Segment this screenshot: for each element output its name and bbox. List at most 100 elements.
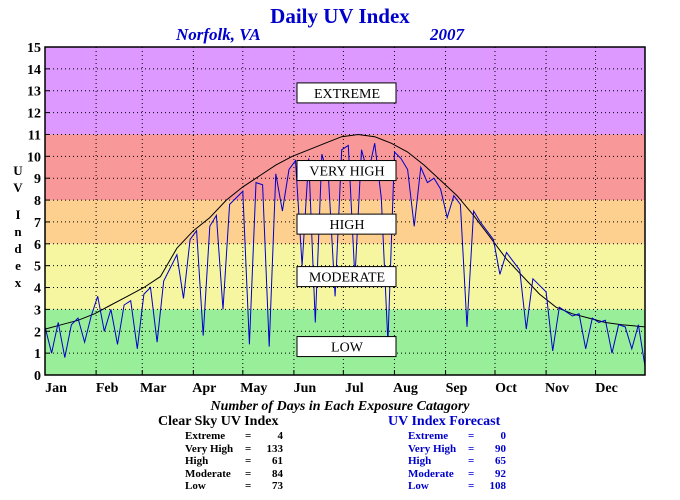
summary-row: Very High = 133	[185, 443, 283, 456]
summary-row: Low = 108	[408, 480, 506, 493]
x-tick-label: Apr	[192, 381, 216, 396]
y-tick-label: 4	[34, 282, 41, 297]
x-tick-label: Aug	[393, 381, 418, 396]
summary-row-value: 92	[495, 467, 506, 480]
summary-row: High = 65	[408, 455, 506, 468]
y-tick-label: 13	[27, 85, 41, 100]
chart-title: Daily UV Index	[270, 4, 410, 28]
summary-row-label: Very High	[408, 442, 457, 455]
y-tick-label: 0	[34, 369, 41, 384]
y-tick-label: 8	[34, 194, 41, 209]
year-subtitle: 2007	[430, 25, 464, 44]
category-label-low: LOW	[296, 336, 397, 358]
summary-row-equals: =	[245, 480, 252, 492]
summary-row-equals: =	[245, 467, 252, 480]
y-tick-label: 12	[27, 107, 41, 122]
x-tick-label: Nov	[545, 381, 569, 396]
x-tick-labels: Jan Feb Mar Apr May Jun Jul Aug Sep Oct Nov Dec	[44, 370, 618, 396]
category-labels: LOW MODERATE HIGH VERY HIGH EXTREME	[296, 82, 397, 358]
summary-row-value: 73	[272, 480, 283, 492]
y-tick-label: 9	[34, 172, 41, 187]
series-lines	[44, 133, 646, 367]
category-label-box	[296, 160, 397, 182]
summary-row-label: High	[185, 455, 209, 467]
x-tick-label: Sep	[446, 381, 468, 396]
summary-row-label: Very High	[185, 442, 234, 455]
y-axis-label-letter: e	[15, 258, 21, 273]
y-tick-label: 2	[34, 325, 41, 340]
category-label-box	[296, 336, 397, 358]
summary-row-label: Low	[408, 480, 429, 492]
summary-row: Moderate = 92	[408, 468, 506, 481]
y-tick-label: 5	[34, 260, 41, 275]
summary-row-value: 108	[489, 480, 507, 492]
y-tick-label: 10	[27, 150, 41, 165]
x-tick-label: Dec	[595, 381, 618, 396]
plot-frame	[44, 46, 646, 376]
x-tick-label: Mar	[140, 381, 166, 396]
summary-row: Low = 73	[185, 480, 283, 493]
summary-row-equals: =	[245, 430, 252, 442]
y-tick-label: 3	[34, 303, 41, 318]
summary-row-equals: =	[468, 480, 475, 492]
category-label-high: HIGH	[296, 213, 397, 235]
forecast-line	[44, 143, 646, 367]
summary-row-equals: =	[245, 455, 252, 467]
category-label-moderate: MODERATE	[296, 266, 397, 288]
summary-row-equals: =	[468, 467, 475, 480]
category-label-text: MODERATE	[309, 271, 385, 286]
y-axis-label-letter: U	[13, 163, 23, 178]
summary-row: Moderate = 84	[185, 468, 283, 481]
category-label-very-high: VERY HIGH	[296, 160, 397, 182]
summary-row-value: 0	[500, 430, 507, 442]
category-label-text: EXTREME	[314, 87, 380, 102]
y-tick-label: 1	[34, 347, 41, 362]
category-label-text: VERY HIGH	[309, 165, 384, 180]
summary-title: Number of Days in Each Exposure Catagory	[210, 399, 470, 414]
category-label-text: LOW	[331, 341, 364, 356]
summary-row: High = 61	[185, 455, 283, 468]
y-tick-label: 15	[27, 41, 41, 56]
y-tick-label: 14	[27, 63, 41, 78]
summary-row-value: 90	[495, 442, 506, 455]
forecast-heading: UV Index Forecast	[388, 414, 501, 429]
summary-row-label: Low	[185, 480, 206, 492]
location-subtitle: Norfolk, VA	[176, 25, 261, 44]
x-tick-label: Jul	[345, 381, 364, 396]
summary-row: Extreme = 0	[408, 430, 506, 443]
summary-row-label: Extreme	[408, 430, 449, 442]
forecast-table: Extreme = 0 Very High = 90 High = 65 Moderate = 92 L…	[408, 430, 506, 493]
summary-row-equals: =	[245, 442, 252, 455]
summary-row-equals: =	[468, 455, 475, 467]
x-tick-label: Jun	[294, 381, 317, 396]
category-label-box	[296, 82, 397, 104]
category-label-text: HIGH	[330, 218, 365, 233]
summary-row-value: 65	[495, 455, 506, 467]
y-tick-label: 11	[28, 128, 41, 143]
y-axis-label-letter: d	[14, 241, 22, 256]
summary-row-label: High	[408, 455, 432, 467]
x-tick-label: May	[240, 381, 267, 396]
x-tick-label: Oct	[495, 381, 517, 396]
summary-row-label: Extreme	[185, 430, 226, 442]
summary-row-equals: =	[468, 442, 475, 455]
x-tick-label: Jan	[45, 381, 67, 396]
summary-row-label: Moderate	[185, 467, 231, 480]
y-tick-label: 6	[34, 238, 41, 253]
summary-row-value: 84	[272, 467, 283, 480]
summary-row-equals: =	[468, 430, 475, 442]
y-axis-label-letter: x	[14, 275, 22, 290]
category-label-box	[296, 213, 397, 235]
summary-row-value: 61	[272, 455, 283, 467]
summary-row: Very High = 90	[408, 443, 506, 456]
clear-sky-table: Extreme = 4 Very High = 133 High = 61 Moderate = 84…	[185, 430, 283, 493]
y-tick-label: 7	[34, 216, 41, 231]
clear-sky-line	[44, 133, 646, 330]
y-axis-label-letter: n	[14, 224, 22, 239]
summary-row: Extreme = 4	[185, 430, 283, 443]
summary-row-value: 133	[266, 442, 284, 455]
summary-row-label: Moderate	[408, 467, 454, 480]
